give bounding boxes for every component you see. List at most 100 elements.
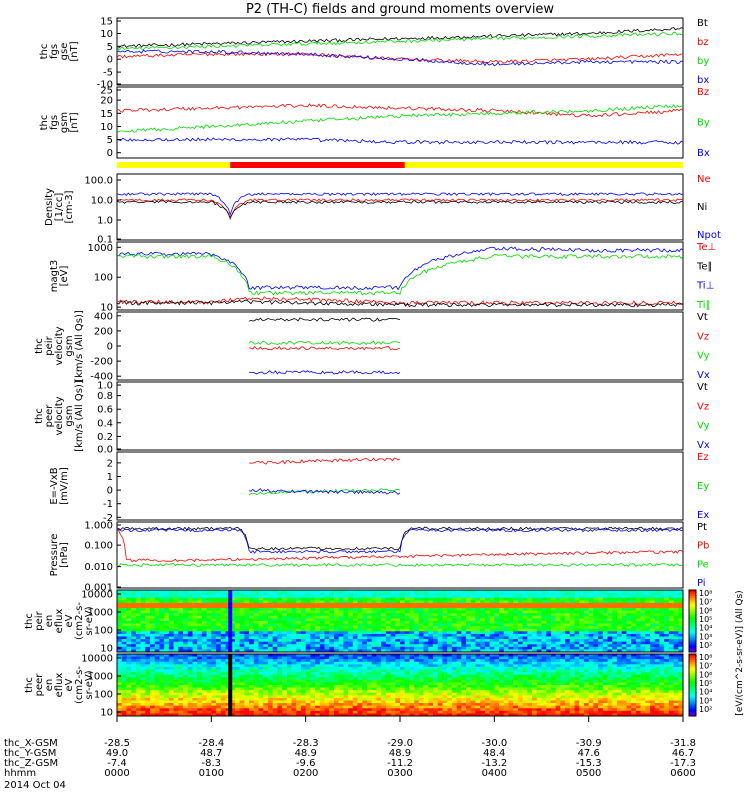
spectrogram-cell <box>352 646 358 650</box>
spectrogram-cell <box>296 646 302 650</box>
spectrogram-cell <box>475 654 481 657</box>
spectrogram-cell <box>168 595 174 599</box>
spectrogram-cell <box>131 636 137 640</box>
spectrogram-cell <box>220 597 226 601</box>
spectrogram-cell <box>574 608 580 611</box>
spectrogram-cell <box>357 659 363 663</box>
spectrogram-cell <box>277 654 283 657</box>
spectrogram-cell <box>145 613 151 617</box>
spectrogram-cell <box>220 610 226 614</box>
spectrogram-cell <box>329 649 335 653</box>
spectrogram-cell <box>513 595 519 599</box>
spectrogram-cell <box>296 615 302 619</box>
spectrogram-cell <box>649 636 655 640</box>
spectrogram-cell <box>385 672 391 675</box>
spectrogram-cell <box>329 654 335 657</box>
spectrogram-cell <box>470 590 476 593</box>
spectrogram-cell <box>267 692 273 696</box>
spectrogram-cell <box>258 597 264 601</box>
spectrogram-cell <box>475 687 481 691</box>
spectrogram-cell <box>253 664 259 668</box>
spectrogram-cell <box>164 654 170 657</box>
spectrogram-cell <box>263 692 269 696</box>
spectrogram-cell <box>513 618 519 622</box>
spectrogram-cell <box>659 682 665 686</box>
spectrogram-cell <box>574 682 580 686</box>
spectrogram-cell <box>296 661 302 665</box>
spectrogram-cell <box>343 656 349 660</box>
spectrogram-cell <box>291 672 297 675</box>
spectrogram-cell <box>635 600 641 604</box>
spectrogram-cell <box>541 641 547 645</box>
spectrogram-cell <box>164 661 170 665</box>
spectrogram-cell <box>532 605 538 609</box>
spectrogram-cell <box>324 613 330 617</box>
spectrogram-cell <box>192 674 198 678</box>
spectrogram-cell <box>150 615 156 619</box>
spectrogram-cell <box>612 623 618 627</box>
spectrogram-cell <box>517 608 523 611</box>
y-tick-label: 10000 <box>81 590 113 601</box>
spectrogram-cell <box>508 646 514 650</box>
y-tick-label: 0.6 <box>97 405 113 416</box>
spectrogram-cell <box>456 613 462 617</box>
spectrogram-cell <box>536 602 542 606</box>
spectrogram-cell <box>400 692 406 696</box>
spectrogram-cell <box>654 644 660 648</box>
spectrogram-cell <box>428 595 434 599</box>
spectrogram-cell <box>263 595 269 599</box>
spectrogram-cell <box>579 649 585 653</box>
spectrogram-cell <box>668 646 674 650</box>
spectrogram-cell <box>319 654 325 657</box>
spectrogram-cell <box>574 600 580 604</box>
spectrogram-cell <box>508 621 514 624</box>
spectrogram-cell <box>150 613 156 617</box>
spectrogram-cell <box>484 666 490 670</box>
spectrogram-cell <box>230 636 236 640</box>
spectrogram-cell <box>329 674 335 678</box>
spectrogram-cell <box>154 661 160 665</box>
spectrogram-cell <box>178 623 184 627</box>
spectrogram-cell <box>470 621 476 624</box>
spectrogram-cell <box>211 687 217 691</box>
spectrogram-cell <box>423 592 429 596</box>
spectrogram-cell <box>598 631 604 635</box>
spectrogram-cell <box>673 659 679 663</box>
spectrogram-cell <box>409 666 415 670</box>
spectrogram-cell <box>244 664 250 668</box>
spectrogram-cell <box>631 592 637 596</box>
spectrogram-cell <box>211 590 217 593</box>
spectrogram-cell <box>499 692 505 696</box>
spectrogram-cell <box>447 656 453 660</box>
spectrogram-cell <box>466 669 472 673</box>
spectrogram-cell <box>541 672 547 675</box>
spectrogram-cell <box>409 679 415 683</box>
spectrogram-cell <box>527 646 533 650</box>
spectrogram-cell <box>480 644 486 648</box>
spectrogram-cell <box>253 592 259 596</box>
spectrogram-cell <box>187 631 193 635</box>
spectrogram-cell <box>607 636 613 640</box>
spectrogram-cell <box>277 592 283 596</box>
spectrogram-cell <box>329 661 335 665</box>
spectrogram-cell <box>381 608 387 611</box>
spectrogram-cell <box>503 636 509 640</box>
spectrogram-cell <box>433 666 439 670</box>
spectrogram-cell <box>249 659 255 663</box>
spectrogram-cell <box>277 690 283 694</box>
spectrogram-cell <box>550 623 556 627</box>
spectrogram-cell <box>621 608 627 611</box>
spectrogram-cell <box>140 690 146 694</box>
spectrogram-cell <box>140 618 146 622</box>
spectrogram-cell <box>635 661 641 665</box>
spectrogram-cell <box>381 626 387 630</box>
spectrogram-cell <box>428 597 434 601</box>
spectrogram-cell <box>635 633 641 637</box>
spectrogram-cell <box>565 649 571 653</box>
spectrogram-cell <box>225 600 231 604</box>
spectrogram-cell <box>159 615 165 619</box>
spectrogram-cell <box>286 618 292 622</box>
spectrogram-cell <box>192 623 198 627</box>
spectrogram-cell <box>451 646 457 650</box>
